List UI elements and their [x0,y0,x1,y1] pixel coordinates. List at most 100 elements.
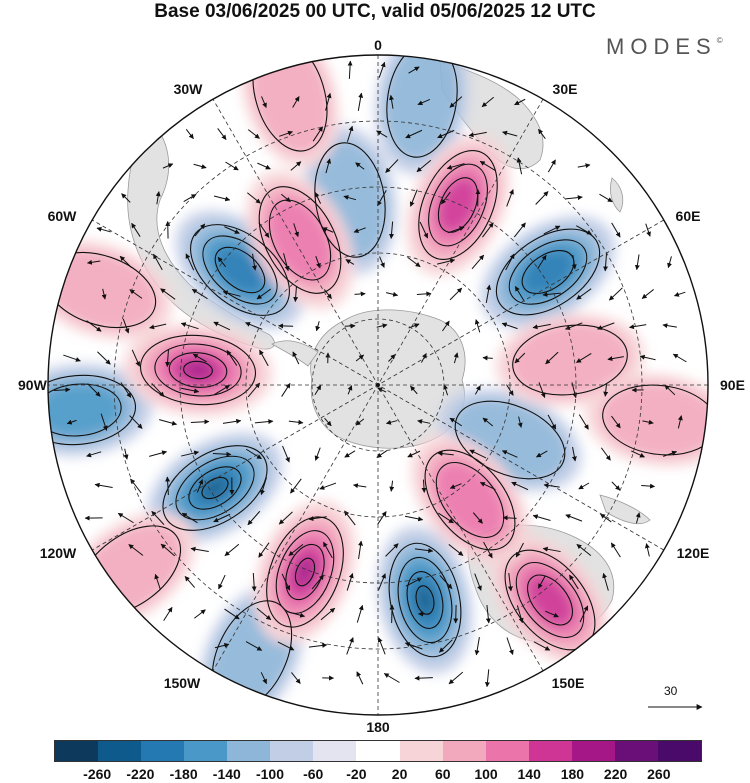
wind-vector [190,419,210,425]
wind-vector [385,543,399,557]
wind-vector [346,637,354,655]
anomaly-pos-13-level-2 [267,198,333,282]
wind-vector [578,414,589,430]
wind-vector [448,671,464,685]
wind-vector [290,478,302,494]
wind-vector [469,449,487,459]
wind-vector [86,451,102,458]
wind-vector [86,320,102,332]
wind-vector [377,190,387,207]
wind-vector [417,98,431,106]
contour-2-2 [397,556,453,644]
wind-vector [517,416,523,428]
contour-13-1 [258,186,342,294]
wind-vector [213,513,231,523]
wind-vector [577,163,591,169]
wind-vector [128,544,144,556]
wind-vector [420,352,427,363]
colorbar-tick-label: 60 [435,766,451,782]
wind-vector [447,226,465,234]
wind-vector [311,574,325,590]
wind-vector [212,451,232,457]
contour-0-3 [214,246,266,294]
colorbar-swatch [356,741,400,761]
brand-text: MODES [606,34,717,59]
wind-vector [386,291,399,297]
wind-vector [185,253,195,271]
wind-vector [129,415,143,429]
colorbar-tick-label: -260 [83,766,112,782]
wind-vector [193,163,207,169]
wind-vector [388,354,396,362]
wind-vector [564,322,583,330]
contour-9-4 [183,360,213,380]
wind-vector [279,130,293,137]
wind-vector [610,542,621,558]
contour-11-1 [418,149,498,261]
colorbar-swatch [141,741,185,761]
wind-vector [410,385,418,395]
map-title: Base 03/06/2025 00 UTC, valid 05/06/2025… [154,1,596,22]
label-180: 180 [366,719,390,735]
wind-vector [416,291,432,297]
wind-vector [292,351,300,365]
contour-4-1 [48,374,137,446]
wind-vector [482,355,493,361]
wind-vector [259,349,269,367]
wind-vector [225,161,239,171]
wind-vector [547,159,556,173]
label-150w: 150W [164,675,201,691]
wind-vector [245,448,262,460]
wind-vector [565,195,583,201]
colorbar-tick-label: -100 [255,766,285,782]
wind-vector [376,323,388,329]
wind-vector [308,516,327,522]
colorbar-labels: -260 -220 -180 -140 -100 -60 -20 20 60 100 140 180 2… [54,766,702,783]
wind-vector [611,415,621,429]
wind-vector [408,66,420,74]
wind-vector [251,572,257,592]
contour-7-1 [454,400,566,480]
colorbar-tick-label: 20 [391,766,408,782]
wind-vector [407,256,421,268]
colorbar-tick-label: -220 [126,766,155,782]
wind-vector [639,354,656,361]
colorbar-tick-label: 260 [647,766,671,782]
wind-vector [644,543,650,557]
wind-vector [283,253,290,272]
label-30w: 30W [174,81,204,97]
wind-vector [355,354,365,362]
wind-vector [151,511,165,525]
wind-vector [603,383,609,397]
wind-vector [631,450,645,458]
wind-vector [409,189,418,207]
wind-vector [154,573,161,590]
colorbar-swatch [55,741,99,761]
wind-vector [571,446,577,462]
wind-vector [155,191,161,205]
anomaly-pos-19-level-1 [600,382,708,458]
wind-vector [511,481,529,491]
wind-vector [405,577,423,587]
wind-vector [288,543,304,557]
wind-vector [537,575,546,589]
wind-vector [281,573,291,591]
wind-vector [151,383,165,397]
wind-vector [308,642,328,648]
wind-vector [347,385,353,395]
label-90w: 90W [18,377,48,393]
wind-vector [149,323,167,330]
wind-vector [53,387,71,393]
wind-vector [642,419,654,425]
wind-vector [149,450,168,457]
wind-vector [532,323,551,330]
wind-vector [247,192,261,204]
contour-0-2 [202,235,278,305]
wind-vector [165,476,171,496]
wind-vector [471,254,485,270]
contour-0-1 [190,224,290,316]
brand-logo: MODES© [606,34,723,60]
wind-vector [260,477,267,496]
wind-vector [446,163,465,170]
reference-vector-label: 30 [664,684,678,698]
